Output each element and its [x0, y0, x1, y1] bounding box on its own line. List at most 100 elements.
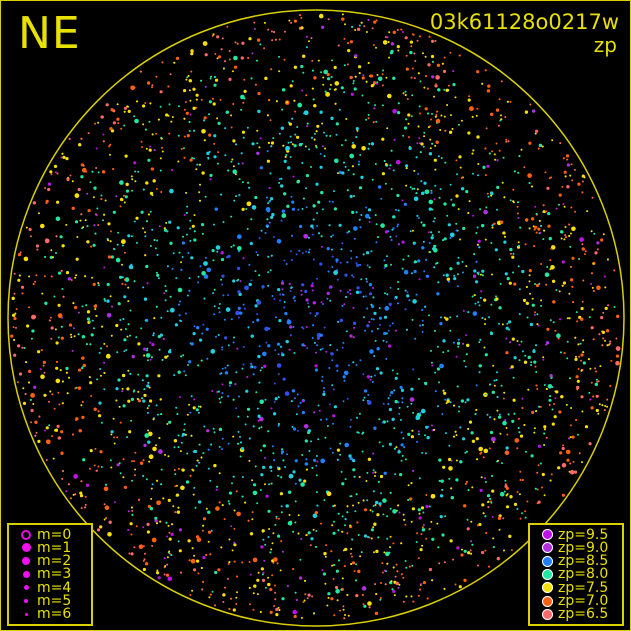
star-point: [361, 586, 367, 591]
star-point: [384, 36, 387, 38]
star-point: [342, 608, 345, 611]
star-point: [580, 353, 584, 357]
star-point: [266, 150, 269, 152]
star-point: [302, 54, 306, 58]
star-point: [369, 349, 374, 354]
star-point: [62, 295, 65, 298]
star-point: [292, 470, 296, 474]
star-point: [485, 532, 488, 534]
star-point: [572, 460, 575, 463]
star-point: [472, 149, 475, 152]
star-point: [578, 452, 581, 455]
star-point: [446, 214, 449, 217]
star-point: [576, 320, 579, 323]
star-point: [436, 63, 440, 67]
star-point: [459, 166, 462, 169]
star-point: [259, 489, 262, 491]
star-point: [292, 568, 295, 570]
star-point: [429, 147, 432, 150]
zp-label: zp=9.0: [558, 539, 609, 556]
star-point: [274, 38, 277, 41]
star-point: [99, 368, 102, 370]
star-point: [372, 44, 375, 46]
star-point: [247, 181, 250, 184]
star-point: [492, 546, 495, 549]
star-point: [261, 573, 264, 576]
star-point: [354, 75, 357, 78]
star-point: [242, 257, 245, 260]
star-point: [572, 301, 575, 304]
star-point: [467, 98, 471, 102]
star-point: [55, 216, 61, 222]
star-point: [562, 281, 567, 285]
star-point: [303, 479, 307, 483]
star-point: [316, 124, 320, 128]
star-point: [341, 242, 344, 245]
star-point: [331, 255, 334, 258]
star-point: [541, 486, 543, 489]
star-point: [581, 191, 584, 194]
star-point: [411, 187, 414, 190]
star-point: [370, 318, 373, 321]
star-point: [314, 545, 317, 548]
star-point: [343, 91, 346, 94]
star-point: [321, 379, 324, 382]
star-point: [122, 404, 126, 408]
star-point: [512, 376, 515, 379]
magnitude-symbol: [15, 570, 37, 578]
star-point: [167, 498, 171, 502]
star-point: [351, 538, 354, 541]
star-point: [338, 108, 341, 111]
star-point: [483, 448, 489, 454]
star-point: [438, 562, 441, 565]
star-point: [129, 522, 133, 526]
star-point: [228, 50, 231, 52]
star-point: [509, 367, 512, 370]
star-point: [598, 403, 601, 406]
star-point: [257, 571, 260, 574]
star-point: [164, 285, 167, 288]
star-point: [391, 588, 394, 591]
star-point: [185, 480, 190, 484]
zp-legend: zp=9.5 zp=9.0 zp=8.5 zp=8.0 zp=7.5 zp=7.0 zp=6…: [528, 522, 624, 626]
star-point: [519, 517, 522, 520]
star-point: [395, 446, 398, 449]
star-point: [254, 270, 257, 273]
star-point: [150, 497, 153, 500]
star-point: [355, 256, 358, 259]
star-point: [235, 596, 238, 599]
star-point: [216, 250, 219, 253]
star-point: [239, 455, 242, 458]
star-point: [420, 583, 423, 585]
star-point: [531, 410, 535, 414]
star-point: [280, 450, 284, 454]
star-point: [418, 137, 421, 140]
star-point: [382, 69, 385, 72]
star-point: [387, 230, 390, 233]
star-point: [183, 370, 186, 373]
star-point: [481, 503, 485, 507]
star-point: [407, 113, 411, 117]
star-point: [123, 201, 126, 204]
star-point: [232, 279, 236, 283]
star-point: [370, 528, 374, 532]
star-point: [280, 281, 285, 285]
star-point: [431, 208, 434, 211]
star-point: [148, 454, 154, 460]
star-point: [336, 448, 340, 452]
star-point: [566, 357, 569, 360]
star-point: [365, 280, 368, 283]
star-point: [475, 232, 478, 234]
star-point: [186, 452, 189, 455]
star-point: [178, 251, 181, 254]
star-point: [560, 351, 562, 354]
star-point: [29, 398, 32, 401]
star-point: [344, 442, 350, 448]
star-point: [220, 278, 223, 281]
star-point: [17, 253, 22, 257]
star-point: [439, 363, 444, 369]
star-point: [244, 423, 247, 426]
star-point: [31, 314, 36, 320]
star-point: [416, 440, 418, 443]
